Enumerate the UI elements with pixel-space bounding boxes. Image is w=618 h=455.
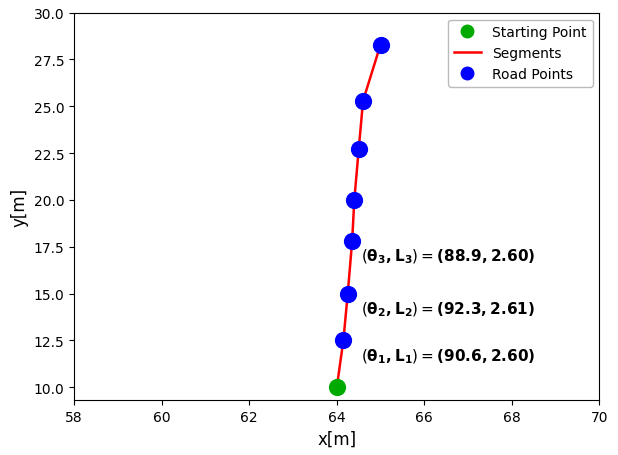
Text: $(\mathbf{\theta_2, L_2}) = \mathbf{(92.3, 2.61)}$: $(\mathbf{\theta_2, L_2}) = \mathbf{(92.… xyxy=(361,300,535,318)
Point xyxy=(343,290,353,298)
Point xyxy=(347,238,357,245)
Legend: Starting Point, Segments, Road Points: Starting Point, Segments, Road Points xyxy=(448,20,593,87)
X-axis label: x[m]: x[m] xyxy=(317,430,357,448)
Text: $(\mathbf{\theta_3, L_3}) = \mathbf{(88.9, 2.60)}$: $(\mathbf{\theta_3, L_3}) = \mathbf{(88.… xyxy=(361,248,535,266)
Point xyxy=(376,42,386,49)
Point xyxy=(349,197,359,204)
Text: $(\mathbf{\theta_1, L_1}) = \mathbf{(90.6, 2.60)}$: $(\mathbf{\theta_1, L_1}) = \mathbf{(90.… xyxy=(361,346,535,365)
Point xyxy=(353,147,363,154)
Point xyxy=(339,337,349,344)
Y-axis label: y[m]: y[m] xyxy=(10,187,28,227)
Point xyxy=(332,384,342,391)
Point xyxy=(358,98,368,105)
